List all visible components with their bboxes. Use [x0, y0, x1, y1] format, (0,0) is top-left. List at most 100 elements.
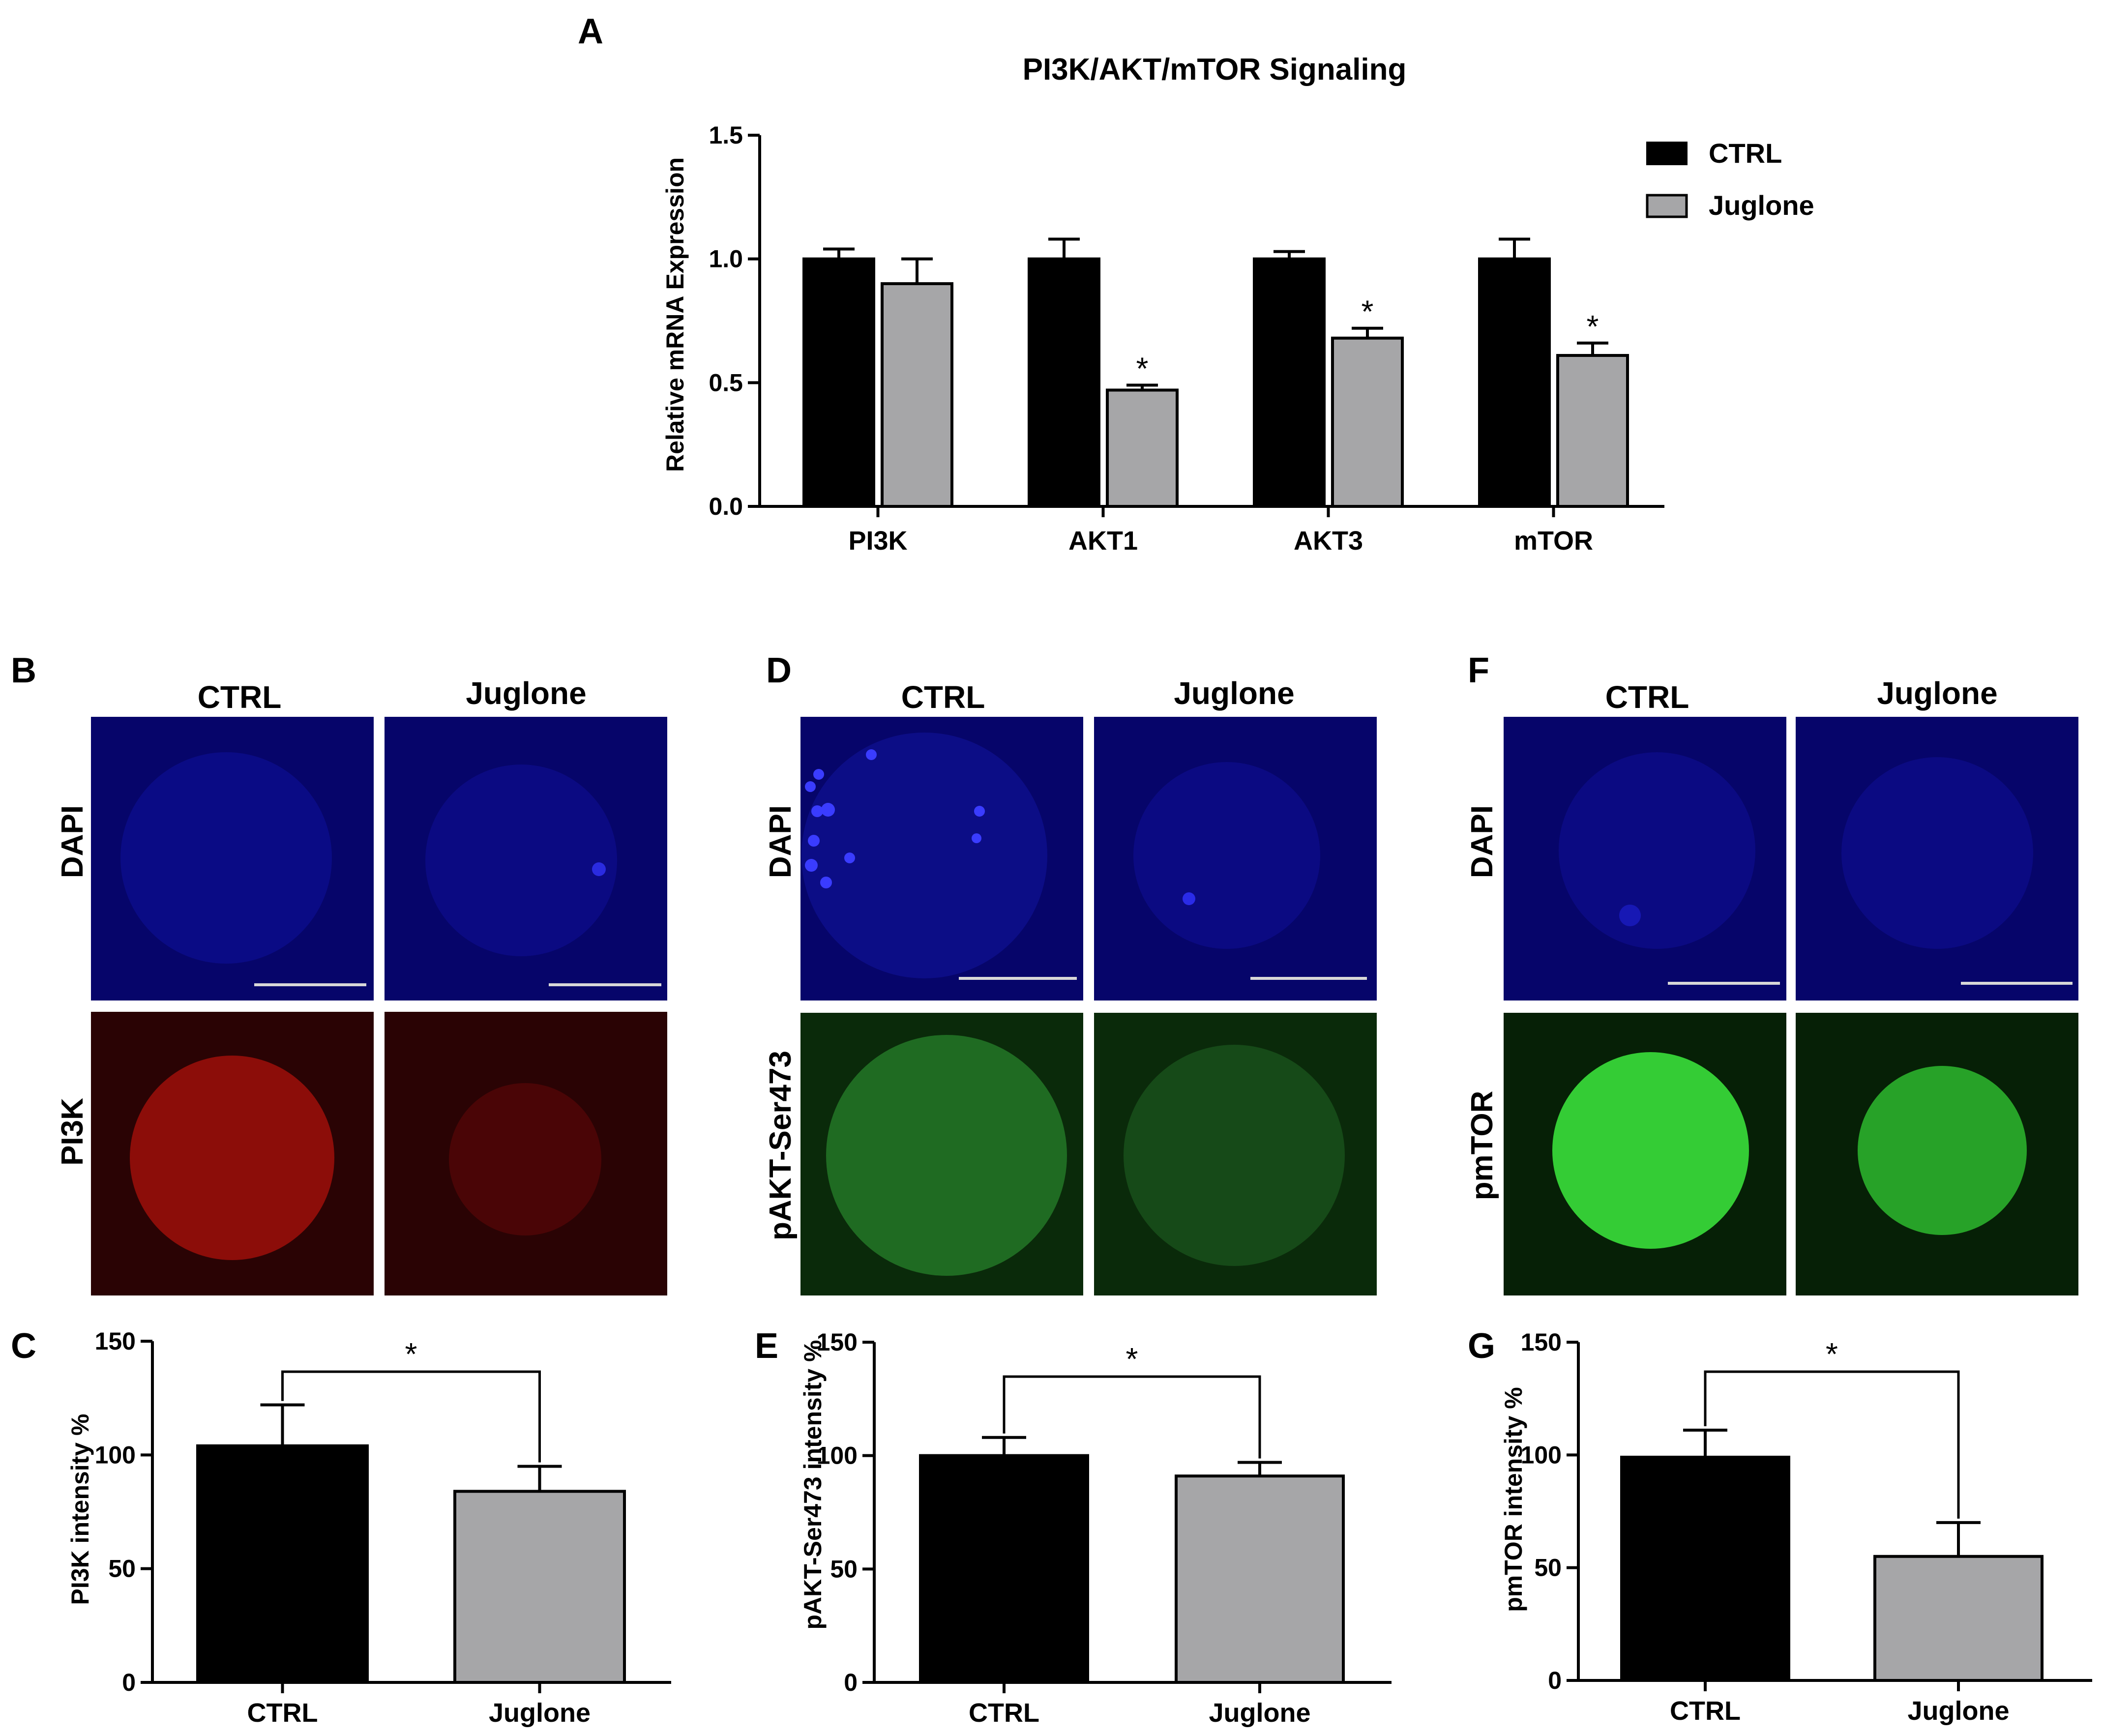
chart-g-significance: * [1704, 1336, 1960, 1519]
chart-a-ylabel: Relative mRNA Expression [661, 157, 689, 472]
panel-label-e: E [755, 1326, 778, 1366]
panel-label-f: F [1468, 651, 1489, 690]
x-tick-label: Juglone [1907, 1696, 2009, 1726]
x-tick-label: CTRL [247, 1698, 318, 1728]
x-tick-label: PI3K [848, 526, 907, 556]
panel-label-b: B [11, 651, 36, 690]
x-tick-label: AKT1 [1068, 526, 1138, 556]
x-tick-label: mTOR [1514, 526, 1593, 556]
y-tick-label: 150 [1521, 1328, 1562, 1356]
imaging-panel-d: CTRL Juglone DAPI pAKT-Ser473 [764, 676, 1377, 1295]
y-tick-label: 100 [817, 1442, 858, 1470]
chart-e-yticks: 0 50 100 150 [817, 1328, 874, 1696]
y-tick-label: 100 [95, 1441, 136, 1469]
chart-e-pakt-intensity: pAKT-Ser473 intensity % 0 50 100 150 CTRL Ju… [799, 1328, 1392, 1728]
y-tick-label: 1.0 [709, 245, 743, 273]
chart-g-yticks: 0 50 100 150 [1521, 1328, 1578, 1694]
micrograph-pakt-juglone [1094, 1013, 1377, 1295]
chart-c-xlabels: CTRL Juglone [247, 1682, 591, 1728]
micrograph-pmtor-juglone [1796, 1013, 2078, 1295]
legend-swatch-ctrl [1646, 142, 1688, 165]
y-tick-label: 50 [830, 1555, 858, 1583]
bar-ctrl [196, 1444, 369, 1684]
bar-ctrl-akt3 [1253, 257, 1326, 508]
panel-label-d: D [766, 651, 792, 690]
x-tick-label: CTRL [969, 1698, 1039, 1728]
micrograph-dapi-juglone [1094, 717, 1377, 1000]
micrograph-dapi-juglone [1796, 717, 2078, 1000]
y-tick-label: 150 [817, 1328, 858, 1356]
column-header-ctrl: CTRL [901, 679, 985, 715]
column-header-ctrl: CTRL [1605, 679, 1689, 715]
x-tick-label: Juglone [489, 1698, 591, 1728]
micrograph-pi3k-ctrl [91, 1012, 374, 1295]
x-tick-label: CTRL [1670, 1696, 1741, 1726]
chart-e-significance: * [1003, 1341, 1261, 1459]
chart-e-bars [919, 1436, 1345, 1684]
legend-swatch-juglone [1646, 194, 1688, 218]
y-tick-label: 50 [1534, 1554, 1562, 1582]
bar-juglone [453, 1490, 626, 1684]
x-tick-label: Juglone [1209, 1698, 1310, 1728]
micrograph-dapi-juglone [385, 717, 667, 1000]
micrograph-pi3k-juglone [385, 1012, 667, 1295]
chart-c-yticks: 0 50 100 150 [95, 1327, 152, 1696]
x-tick-label: AKT3 [1294, 526, 1363, 556]
significance-marker: * [1136, 351, 1149, 386]
y-tick-label: 150 [95, 1327, 136, 1355]
bar-juglone [1175, 1474, 1345, 1684]
legend-label-juglone: Juglone [1709, 190, 1814, 221]
bar-juglone-mtor [1556, 353, 1629, 508]
chart-c-ylabel: PI3K intensity % [66, 1414, 94, 1605]
y-tick-label: 0 [122, 1669, 136, 1696]
bar-ctrl-akt1 [1028, 257, 1100, 508]
y-tick-label: 0.0 [709, 493, 743, 520]
significance-marker: * [1126, 1341, 1138, 1377]
chart-c-significance: * [281, 1336, 541, 1463]
bar-juglone-akt3 [1331, 336, 1404, 508]
panel-label-g: G [1468, 1326, 1495, 1366]
micrograph-pakt-ctrl [800, 1013, 1083, 1295]
bar-ctrl-mtor [1478, 257, 1551, 508]
y-tick-label: 1.5 [709, 121, 743, 149]
chart-g-bars [1620, 1428, 2044, 1682]
y-tick-label: 100 [1521, 1441, 1562, 1469]
chart-a-yticks: 0.0 0.5 1.0 1.5 [709, 121, 760, 520]
row-label-pakt-ser473: pAKT-Ser473 [764, 1051, 798, 1240]
row-label-pmtor: pmTOR [1465, 1091, 1499, 1201]
column-header-ctrl: CTRL [198, 679, 282, 715]
row-label-dapi: DAPI [1465, 805, 1499, 878]
bar-ctrl [919, 1454, 1089, 1684]
y-tick-label: 0.5 [709, 369, 743, 396]
chart-a-xlabels: PI3K AKT1 AKT3 mTOR [848, 506, 1593, 556]
micrograph-pmtor-ctrl [1504, 1013, 1786, 1295]
legend-label-ctrl: CTRL [1709, 138, 1782, 169]
chart-e-ylabel: pAKT-Ser473 intensity % [799, 1340, 827, 1629]
imaging-panel-b: CTRL Juglone DAPI PI3K [56, 676, 667, 1295]
significance-bracket [1003, 1375, 1261, 1459]
significance-bracket [281, 1370, 541, 1463]
bar-ctrl [1620, 1455, 1790, 1682]
chart-c-bars [196, 1403, 626, 1684]
significance-marker: * [1362, 294, 1374, 329]
significance-marker: * [405, 1336, 417, 1372]
bar-juglone-pi3k [881, 282, 953, 508]
panel-label-a: A [578, 12, 603, 51]
chart-a-legend: CTRL Juglone [1646, 138, 1814, 221]
significance-marker: * [1587, 309, 1599, 344]
column-header-juglone: Juglone [1174, 676, 1294, 711]
chart-c-pi3k-intensity: PI3K intensity % 0 50 100 150 CTRL Juglone * [66, 1327, 671, 1728]
significance-marker: * [1826, 1336, 1838, 1372]
chart-g-xlabels: CTRL Juglone [1670, 1680, 2010, 1726]
panel-label-c: C [11, 1326, 36, 1366]
micrograph-dapi-ctrl [1504, 717, 1786, 1000]
chart-a-signaling: PI3K/AKT/mTOR Signaling Relative mRNA Ex… [661, 53, 1814, 556]
bar-ctrl-pi3k [802, 257, 875, 508]
y-tick-label: 50 [108, 1555, 136, 1583]
row-label-dapi: DAPI [764, 805, 798, 878]
row-label-pi3k: PI3K [56, 1098, 89, 1166]
chart-a-significance: * * * [1136, 294, 1599, 386]
chart-a-bars [802, 237, 1629, 508]
